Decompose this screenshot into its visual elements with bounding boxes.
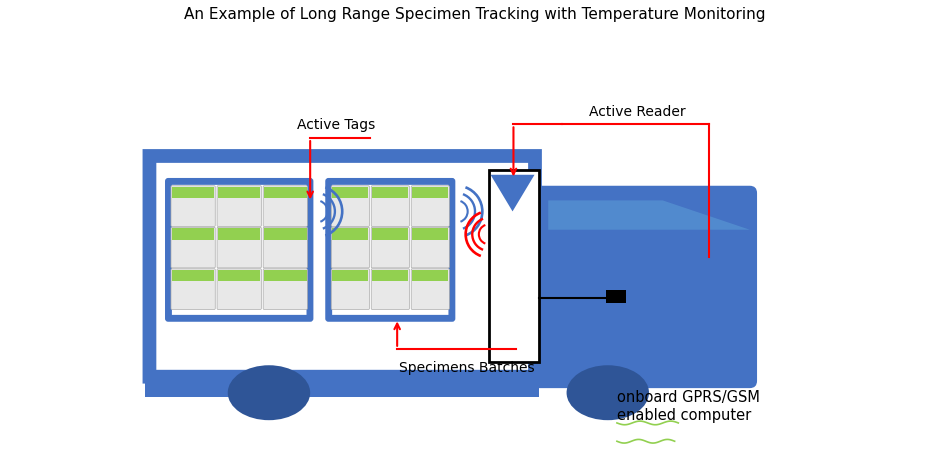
Bar — [145, 381, 539, 397]
Bar — [218, 270, 260, 281]
Bar — [372, 270, 408, 281]
Polygon shape — [490, 175, 535, 211]
Text: onboard GPRS/GSM: onboard GPRS/GSM — [617, 390, 760, 405]
FancyBboxPatch shape — [263, 228, 308, 268]
Bar — [218, 228, 260, 240]
Bar — [264, 270, 307, 281]
Bar — [332, 228, 369, 240]
Bar — [172, 186, 215, 198]
FancyBboxPatch shape — [332, 185, 448, 315]
FancyBboxPatch shape — [532, 186, 757, 388]
Text: Active Tags: Active Tags — [296, 118, 375, 132]
Polygon shape — [548, 201, 750, 230]
FancyBboxPatch shape — [171, 186, 216, 227]
FancyBboxPatch shape — [332, 269, 370, 309]
FancyBboxPatch shape — [217, 269, 261, 309]
FancyBboxPatch shape — [217, 228, 261, 268]
Bar — [172, 228, 215, 240]
Bar — [372, 228, 408, 240]
Bar — [332, 186, 369, 198]
FancyBboxPatch shape — [411, 228, 449, 268]
Ellipse shape — [566, 365, 649, 420]
FancyBboxPatch shape — [145, 152, 539, 381]
FancyBboxPatch shape — [263, 186, 308, 227]
FancyBboxPatch shape — [332, 228, 370, 268]
Bar — [412, 186, 448, 198]
FancyBboxPatch shape — [371, 228, 409, 268]
Bar — [488, 170, 539, 362]
FancyBboxPatch shape — [166, 179, 312, 320]
FancyBboxPatch shape — [411, 269, 449, 309]
Text: enabled computer: enabled computer — [617, 408, 751, 423]
FancyBboxPatch shape — [371, 186, 409, 227]
FancyBboxPatch shape — [172, 185, 307, 315]
Text: Active Reader: Active Reader — [589, 105, 686, 119]
Bar — [218, 186, 260, 198]
Polygon shape — [539, 193, 750, 225]
Bar — [172, 270, 215, 281]
Bar — [372, 186, 408, 198]
FancyBboxPatch shape — [332, 186, 370, 227]
Ellipse shape — [228, 365, 310, 420]
Bar — [412, 228, 448, 240]
FancyBboxPatch shape — [157, 163, 528, 370]
Bar — [412, 270, 448, 281]
Bar — [264, 228, 307, 240]
FancyBboxPatch shape — [171, 228, 216, 268]
FancyBboxPatch shape — [411, 186, 449, 227]
Bar — [264, 186, 307, 198]
FancyBboxPatch shape — [217, 186, 261, 227]
FancyBboxPatch shape — [263, 269, 308, 309]
Text: Specimens Batches: Specimens Batches — [399, 361, 535, 375]
FancyBboxPatch shape — [171, 269, 216, 309]
Bar — [332, 270, 369, 281]
Bar — [606, 290, 626, 303]
Title: An Example of Long Range Specimen Tracking with Temperature Monitoring: An Example of Long Range Specimen Tracki… — [184, 7, 766, 22]
FancyBboxPatch shape — [327, 179, 454, 320]
FancyBboxPatch shape — [371, 269, 409, 309]
